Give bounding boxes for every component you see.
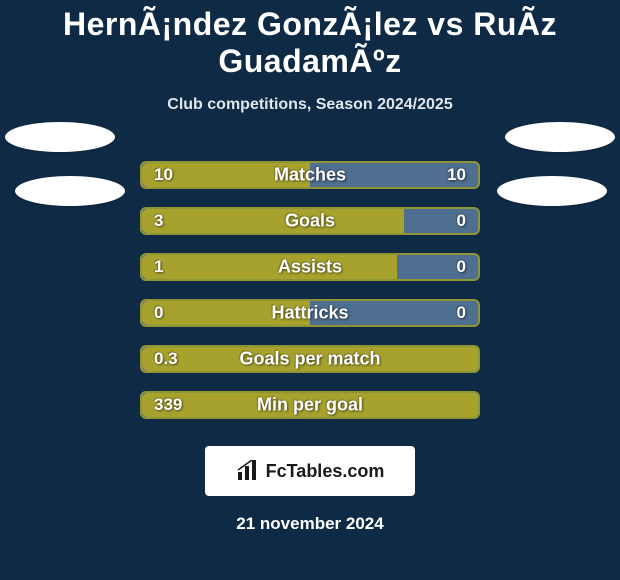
bar-chart-icon [236,460,260,482]
page-title: HernÃ¡ndez GonzÃ¡lez vs RuÃ­z GuadamÃºz [0,6,620,80]
metric-label: Goals per match [239,349,380,370]
left-value: 10 [154,165,173,185]
metric-row: 0.3 Goals per match [0,336,620,382]
decorative-ellipse [15,176,125,206]
decorative-ellipse [505,122,615,152]
bar-track: 0 0 Hattricks [140,299,480,327]
logo: FcTables.com [236,460,385,482]
logo-box: FcTables.com [205,446,415,496]
comparison-infographic: HernÃ¡ndez GonzÃ¡lez vs RuÃ­z GuadamÃºz … [0,0,620,580]
bar-track: 339 Min per goal [140,391,480,419]
right-value: 10 [447,165,466,185]
metric-label: Hattricks [271,303,348,324]
metric-row: 0 0 Hattricks [0,290,620,336]
bar-track: 3 0 Goals [140,207,480,235]
left-value: 1 [154,257,163,277]
date-text: 21 november 2024 [0,514,620,534]
bar-track: 1 0 Assists [140,253,480,281]
metric-label: Min per goal [257,395,363,416]
left-value: 339 [154,395,182,415]
left-bar [142,255,397,279]
decorative-ellipse [5,122,115,152]
metric-label: Goals [285,211,335,232]
metric-row: 3 0 Goals [0,198,620,244]
right-value: 0 [457,257,466,277]
metric-row: 339 Min per goal [0,382,620,428]
bar-track: 10 10 Matches [140,161,480,189]
logo-text: FcTables.com [266,461,385,482]
left-value: 3 [154,211,163,231]
right-bar [404,209,478,233]
metric-row: 1 0 Assists [0,244,620,290]
right-value: 0 [457,303,466,323]
left-bar [142,209,404,233]
left-value: 0 [154,303,163,323]
bar-track: 0.3 Goals per match [140,345,480,373]
metric-label: Assists [278,257,342,278]
subtitle: Club competitions, Season 2024/2025 [0,96,620,114]
left-value: 0.3 [154,349,178,369]
decorative-ellipse [497,176,607,206]
right-value: 0 [457,211,466,231]
metric-label: Matches [274,165,346,186]
